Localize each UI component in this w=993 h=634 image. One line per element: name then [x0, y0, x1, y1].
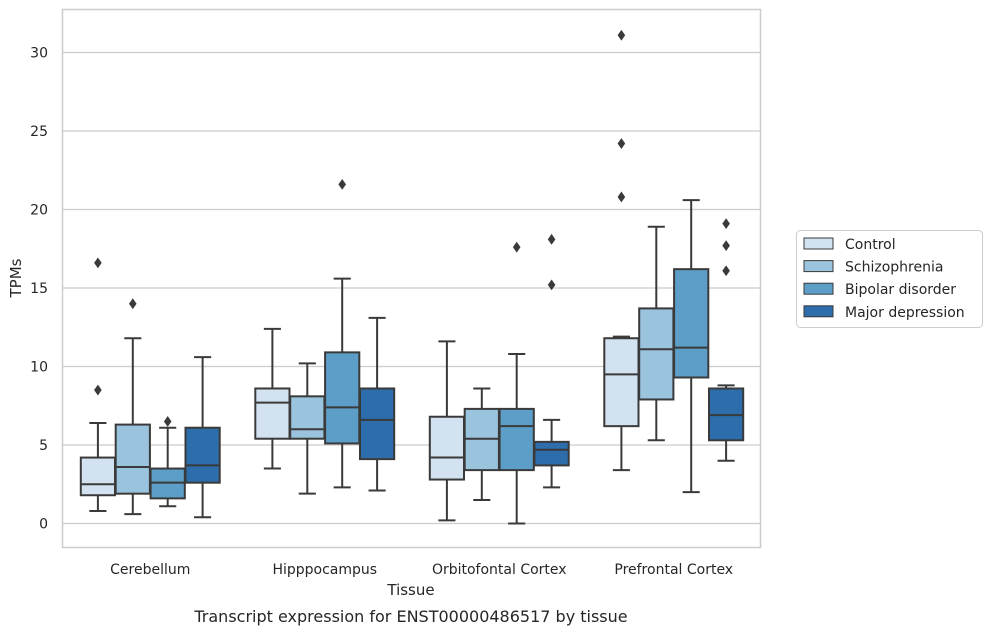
outlier-point [722, 265, 730, 277]
legend-label: Schizophrenia [845, 260, 943, 276]
outlier-point [129, 298, 137, 310]
y-tick-label: 15 [30, 281, 48, 297]
box-body [289, 395, 326, 440]
box [254, 327, 291, 470]
outlier-point [338, 178, 346, 190]
figure-caption: Transcript expression for ENST0000048651… [193, 607, 627, 626]
outlier-point [617, 29, 626, 41]
box [707, 218, 745, 462]
box-body [358, 387, 396, 461]
legend-label: Control [845, 237, 896, 253]
category-group [428, 233, 570, 525]
box-body [533, 440, 570, 467]
y-tick-label: 20 [30, 203, 48, 219]
x-axis-label: Tissue [386, 581, 434, 599]
outlier-point [722, 240, 730, 252]
box-body [603, 337, 640, 428]
outlier-point [512, 241, 521, 253]
box [533, 233, 570, 489]
legend-swatch [803, 305, 834, 318]
y-tick-label: 30 [30, 46, 48, 62]
grid-lines [63, 51, 761, 525]
category-group [79, 257, 221, 519]
x-tick-labels: Cerebellum Hipppocampus Orbitofontal Corte… [110, 562, 733, 578]
box [463, 387, 500, 501]
box [603, 29, 640, 472]
box-body [184, 426, 221, 484]
y-tick-labels: 0 5 10 15 20 25 30 [30, 46, 48, 533]
legend-frame [796, 230, 983, 328]
y-tick-label: 5 [39, 438, 48, 454]
box [638, 225, 675, 442]
outlier-point [722, 218, 730, 230]
box [673, 199, 710, 494]
category-group [254, 178, 396, 495]
x-tick-label: Orbitofontal Cortex [432, 562, 567, 578]
box-body [114, 423, 151, 495]
legend-label: Major depression [845, 305, 965, 321]
outlier-point [617, 191, 626, 203]
box [184, 356, 221, 519]
box [498, 241, 535, 525]
y-tick-label: 10 [30, 360, 48, 376]
box [358, 316, 396, 492]
outlier-point [547, 279, 556, 291]
box-groups [79, 29, 745, 525]
outlier-point [163, 416, 172, 427]
x-tick-label: Prefrontal Cortex [614, 562, 733, 578]
legend-swatch [803, 260, 834, 273]
box [428, 340, 466, 522]
outlier-point [617, 138, 626, 149]
x-tick-label: Hipppocampus [272, 562, 377, 578]
y-tick-label: 0 [39, 517, 48, 533]
box-body [673, 268, 710, 379]
legend-swatch [803, 282, 834, 295]
box-body [428, 415, 466, 481]
box [289, 362, 326, 495]
y-axis-label: TPMs [7, 258, 25, 298]
y-tick-label: 25 [30, 124, 48, 140]
legend-label: Bipolar disorder [845, 282, 956, 298]
box [324, 178, 361, 489]
box-body [79, 456, 117, 497]
box-body [498, 407, 535, 472]
x-tick-label: Cerebellum [110, 562, 190, 578]
box [114, 298, 151, 516]
box-body [638, 307, 675, 401]
legend-swatch [803, 237, 834, 250]
category-group [603, 29, 745, 494]
outlier-point [547, 233, 556, 245]
outlier-point [94, 257, 102, 269]
outlier-point [94, 384, 102, 396]
plot-frame [61, 8, 762, 549]
box [149, 416, 186, 508]
box-body [324, 351, 361, 445]
legend: Control Schizophrenia Bipolar disorder Majo… [796, 230, 983, 328]
box [79, 257, 117, 512]
box-body [254, 387, 291, 440]
